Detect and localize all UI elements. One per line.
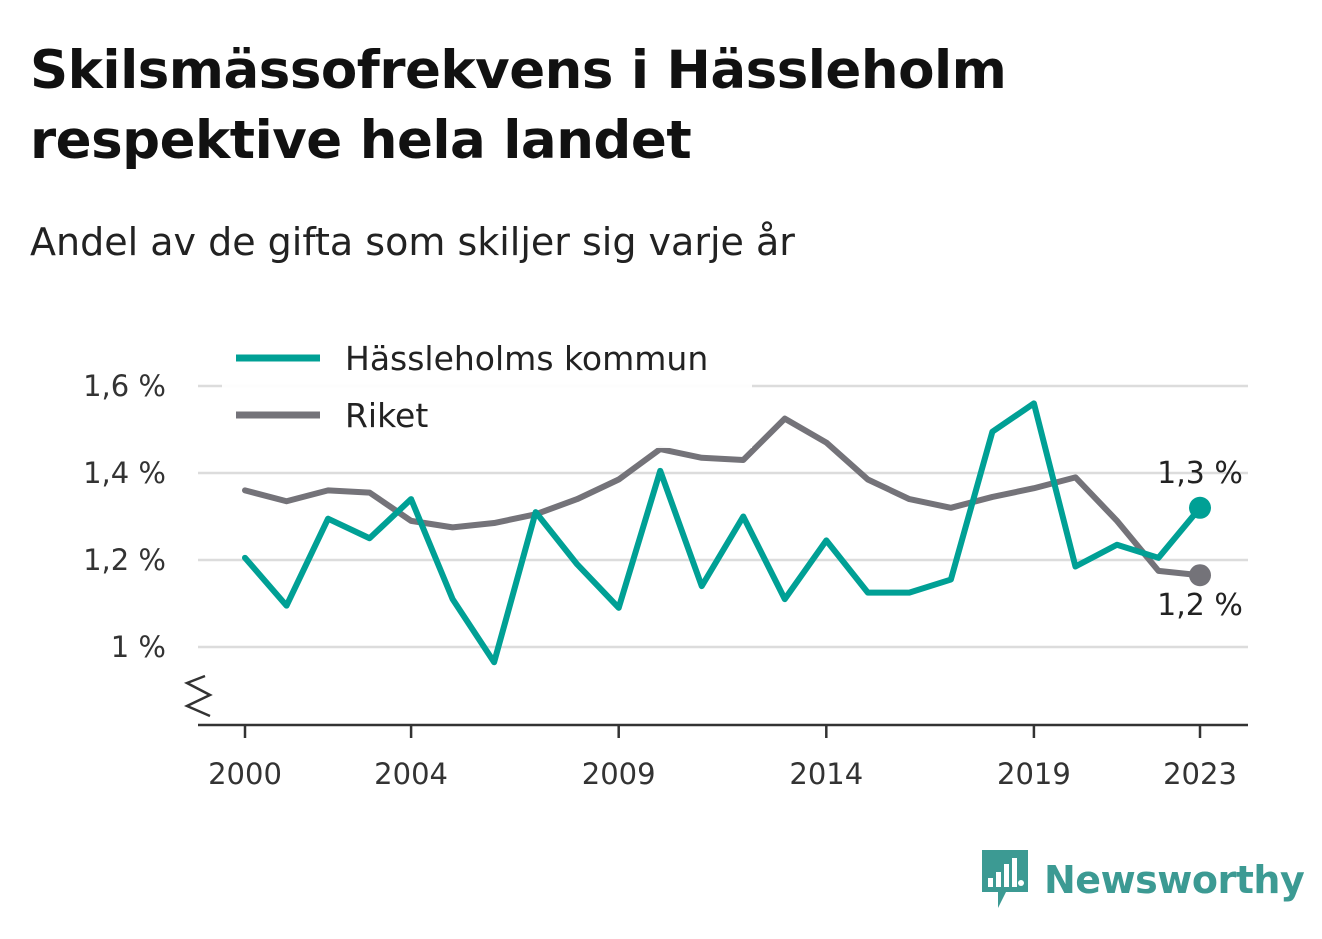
bar-chart-speech-bubble-icon (982, 850, 1028, 908)
legend-label-hassleholm: Hässleholms kommun (345, 339, 708, 378)
y-tick-label: 1,2 % (83, 543, 166, 577)
x-tick-label: 2023 (1163, 757, 1237, 791)
legend: Hässleholms kommun Riket (222, 338, 752, 448)
axis-break-icon (183, 674, 213, 718)
y-tick-label: 1,4 % (83, 456, 166, 490)
chart-subtitle: Andel av de gifta som skiljer sig varje … (30, 220, 795, 264)
x-axis-ticks: 2000 2004 2009 2014 2019 2023 (208, 725, 1237, 791)
x-tick-label: 2009 (582, 757, 656, 791)
series-line-riket (242, 415, 1203, 579)
x-tick-label: 2000 (208, 757, 282, 791)
legend-label-riket: Riket (345, 396, 428, 435)
brand-name: Newsworthy (1044, 858, 1305, 902)
x-axis (183, 674, 1248, 727)
y-tick-label: 1 % (111, 630, 166, 664)
chart-title: Skilsmässofrekvens i Hässleholm respekti… (30, 40, 1007, 171)
end-label-riket: 1,2 % (1157, 588, 1243, 623)
series (242, 400, 1211, 666)
end-labels: 1,3 % 1,2 % (1157, 456, 1243, 623)
x-tick-label: 2019 (997, 757, 1071, 791)
newsworthy-logo: Newsworthy (980, 850, 1305, 910)
end-point-hassleholm (1189, 496, 1211, 519)
x-tick-label: 2004 (374, 757, 448, 791)
x-tick-label: 2014 (789, 757, 863, 791)
end-point-riket (1189, 564, 1211, 587)
end-label-hassleholm: 1,3 % (1157, 456, 1243, 491)
y-tick-label: 1,6 % (83, 369, 166, 403)
y-axis-ticks: 1 % 1,2 % 1,4 % 1,6 % (83, 369, 166, 664)
series-line-hassleholm (242, 400, 1203, 666)
